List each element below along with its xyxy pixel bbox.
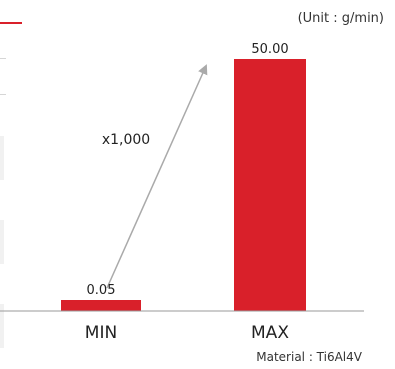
category-label-max: MAX bbox=[251, 323, 289, 343]
material-footnote: Material : Ti6Al4V bbox=[256, 350, 363, 364]
growth-arrow bbox=[106, 64, 208, 289]
left-panel-divider bbox=[0, 94, 6, 95]
data-label-max: 50.00 bbox=[251, 42, 288, 57]
left-panel-divider bbox=[0, 58, 6, 59]
left-panel-cell bbox=[0, 304, 4, 348]
left-panel-cell bbox=[0, 136, 4, 180]
bar-min bbox=[61, 300, 141, 311]
unit-note: (Unit : g/min) bbox=[298, 11, 384, 26]
left-panel-cell bbox=[0, 220, 4, 264]
bar-max bbox=[234, 59, 306, 311]
category-label-min: MIN bbox=[85, 323, 117, 343]
data-label-min: 0.05 bbox=[87, 283, 116, 298]
multiplier-annotation: x1,000 bbox=[102, 132, 150, 148]
left-panel-accent-line bbox=[0, 22, 22, 24]
